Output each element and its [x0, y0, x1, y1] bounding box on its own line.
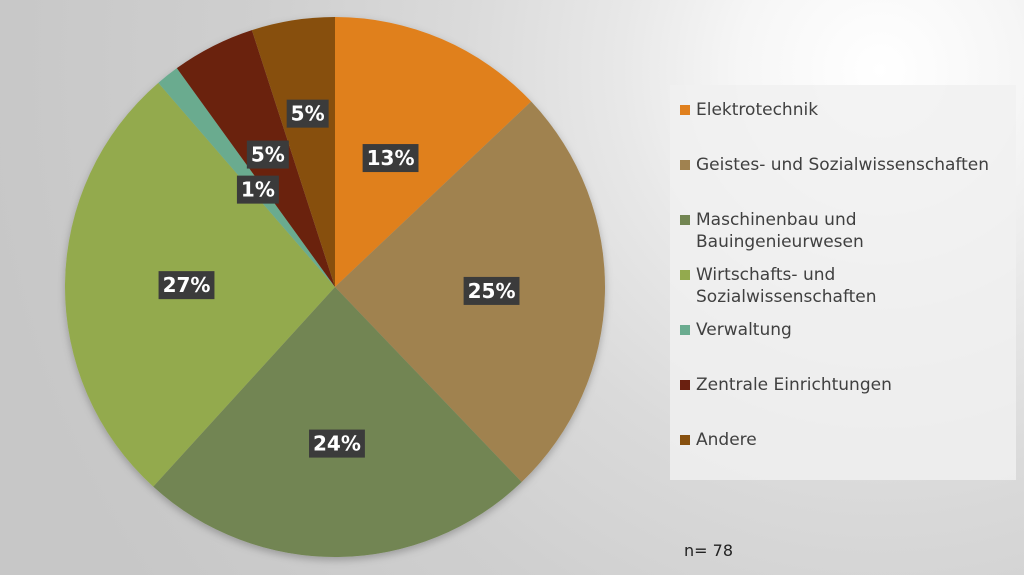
data-label-box-4 — [236, 175, 279, 204]
legend-label: Elektrotechnik — [696, 100, 819, 120]
legend-label: Andere — [696, 430, 757, 450]
data-label-box-2 — [309, 429, 365, 458]
data-label-box-3 — [158, 271, 215, 300]
sample-size-note: n= 78 — [684, 541, 733, 560]
legend-item-0: Elektrotechnik — [680, 99, 1016, 121]
legend-swatch — [680, 435, 690, 445]
legend-swatch — [680, 380, 690, 390]
legend-item-6: Andere — [680, 429, 1016, 451]
legend-label: Zentrale Einrichtungen — [696, 375, 892, 395]
legend-label: Maschinenbau und Bauingenieurwesen — [696, 210, 864, 252]
data-label-box-1 — [463, 276, 520, 305]
legend: Elektrotechnik Geistes- und Sozialwissens… — [670, 85, 1016, 480]
legend-swatch — [680, 160, 690, 170]
data-label-box-5 — [246, 140, 289, 169]
data-label-0: 13% — [367, 146, 415, 170]
pie-slice-2 — [153, 287, 522, 557]
pie-slice-6 — [251, 17, 335, 287]
data-label-box-0 — [362, 144, 419, 173]
legend-item-4: Verwaltung — [680, 319, 1016, 341]
data-label-2: 24% — [313, 432, 361, 456]
legend-label: Wirtschafts- und Sozialwissenschaften — [696, 265, 877, 307]
legend-swatch — [680, 105, 690, 115]
legend-item-1: Geistes- und Sozialwissenschaften — [680, 154, 1016, 176]
data-label-4: 1% — [241, 178, 275, 202]
data-label-box-6 — [286, 99, 329, 128]
legend-label: Verwaltung — [696, 320, 792, 340]
legend-item-2: Maschinenbau und Bauingenieurwesen — [680, 209, 1016, 253]
data-label-6: 5% — [291, 102, 325, 126]
legend-swatch — [680, 270, 690, 280]
legend-item-3: Wirtschafts- und Sozialwissenschaften — [680, 264, 1016, 308]
pie-slice-0 — [335, 17, 532, 287]
legend-item-5: Zentrale Einrichtungen — [680, 374, 1016, 396]
legend-swatch — [680, 215, 690, 225]
data-label-1: 25% — [468, 279, 516, 303]
data-label-3: 27% — [163, 273, 211, 297]
legend-swatch — [680, 325, 690, 335]
data-label-5: 5% — [251, 143, 285, 167]
legend-label: Geistes- und Sozialwissenschaften — [696, 155, 990, 175]
